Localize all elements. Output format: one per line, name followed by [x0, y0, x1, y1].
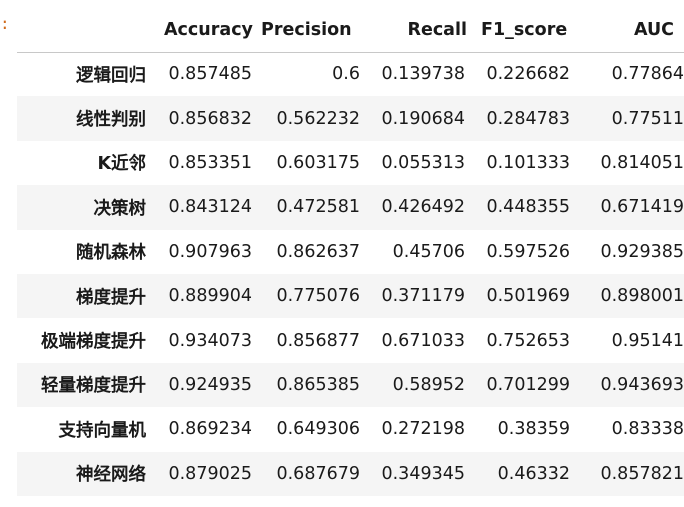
- row-label: 逻辑回归: [76, 65, 146, 86]
- cell-accuracy: 0.907963: [168, 241, 252, 262]
- cell-accuracy: 0.934073: [168, 330, 252, 351]
- cell-auc: 0.671419: [600, 197, 684, 218]
- cell-precision: 0.775076: [276, 286, 360, 307]
- cell-recall: 0.055313: [381, 152, 465, 173]
- cell-auc: 0.77511: [611, 108, 684, 129]
- cell-accuracy: 0.857485: [168, 64, 252, 85]
- cell-f1-score: 0.597526: [486, 241, 570, 262]
- table-row: 随机森林 0.907963 0.862637 0.45706 0.597526 …: [17, 230, 684, 274]
- output-prompt-marker: :: [0, 14, 10, 33]
- metrics-dataframe: Accuracy Precision Recall F1_score AUC 逻…: [17, 8, 684, 496]
- table-row: 梯度提升 0.889904 0.775076 0.371179 0.501969…: [17, 273, 684, 319]
- row-label: 轻量梯度提升: [41, 376, 146, 397]
- cell-f1-score: 0.701299: [486, 374, 570, 395]
- cell-recall: 0.139738: [381, 64, 465, 85]
- cell-accuracy: 0.879025: [168, 463, 252, 484]
- row-label: 决策树: [93, 198, 147, 219]
- cell-precision: 0.687679: [276, 463, 360, 484]
- cell-accuracy: 0.853351: [168, 152, 252, 173]
- row-label: 极端梯度提升: [41, 332, 146, 353]
- cell-precision: 0.472581: [276, 197, 360, 218]
- row-label: 随机森林: [76, 243, 146, 264]
- column-header-accuracy: Accuracy: [156, 8, 254, 53]
- cell-f1-score: 0.501969: [486, 286, 570, 307]
- table-row: 神经网络 0.879025 0.687679 0.349345 0.46332 …: [17, 451, 684, 496]
- cell-accuracy: 0.869234: [168, 419, 252, 440]
- cell-precision: 0.649306: [276, 419, 360, 440]
- cell-recall: 0.272198: [381, 419, 465, 440]
- index-header: [17, 8, 156, 53]
- cell-f1-score: 0.46332: [497, 463, 570, 484]
- cell-auc: 0.898001: [600, 286, 684, 307]
- cell-accuracy: 0.843124: [168, 197, 252, 218]
- cell-auc: 0.83338: [611, 419, 684, 440]
- cell-precision: 0.562232: [276, 108, 360, 129]
- column-header-precision: Precision: [254, 8, 362, 53]
- cell-recall: 0.349345: [381, 463, 465, 484]
- cell-accuracy: 0.856832: [168, 108, 252, 129]
- row-label: 梯度提升: [76, 287, 146, 308]
- table-row: 决策树 0.843124 0.472581 0.426492 0.448355 …: [17, 185, 684, 230]
- cell-recall: 0.671033: [381, 330, 465, 351]
- cell-accuracy: 0.924935: [168, 374, 252, 395]
- table-row: 轻量梯度提升 0.924935 0.865385 0.58952 0.70129…: [17, 362, 684, 408]
- cell-f1-score: 0.752653: [486, 330, 570, 351]
- cell-f1-score: 0.448355: [486, 197, 570, 218]
- cell-precision: 0.865385: [276, 374, 360, 395]
- table-row: 极端梯度提升 0.934073 0.856877 0.671033 0.7526…: [17, 318, 684, 362]
- cell-precision: 0.856877: [276, 330, 360, 351]
- cell-f1-score: 0.101333: [486, 152, 570, 173]
- cell-recall: 0.426492: [381, 197, 465, 218]
- row-label: 神经网络: [76, 465, 146, 486]
- cell-auc: 0.943693: [600, 374, 684, 395]
- cell-recall: 0.190684: [381, 108, 465, 129]
- table-row: 线性判别 0.856832 0.562232 0.190684 0.284783…: [17, 96, 684, 141]
- table-row: K近邻 0.853351 0.603175 0.055313 0.101333 …: [17, 141, 684, 185]
- cell-accuracy: 0.889904: [168, 286, 252, 307]
- cell-precision: 0.603175: [276, 152, 360, 173]
- table-row: 支持向量机 0.869234 0.649306 0.272198 0.38359…: [17, 407, 684, 451]
- cell-recall: 0.371179: [381, 286, 465, 307]
- cell-f1-score: 0.38359: [497, 419, 570, 440]
- cell-auc: 0.929385: [600, 241, 684, 262]
- row-label: K近邻: [97, 154, 146, 175]
- row-label: 线性判别: [76, 110, 146, 131]
- header-row: Accuracy Precision Recall F1_score AUC: [17, 8, 684, 53]
- cell-recall: 0.45706: [392, 241, 465, 262]
- cell-auc: 0.857821: [600, 463, 684, 484]
- cell-f1-score: 0.284783: [486, 108, 570, 129]
- row-label: 支持向量机: [58, 420, 147, 441]
- column-header-f1-score: F1_score: [467, 8, 572, 53]
- cell-f1-score: 0.226682: [486, 64, 570, 85]
- column-header-recall: Recall: [362, 8, 467, 53]
- cell-auc: 0.95141: [611, 330, 684, 351]
- table-row: 逻辑回归 0.857485 0.6 0.139738 0.226682 0.77…: [17, 52, 684, 96]
- cell-auc: 0.77864: [611, 64, 684, 85]
- cell-auc: 0.814051: [600, 152, 684, 173]
- cell-precision: 0.862637: [276, 241, 360, 262]
- column-header-auc: AUC: [572, 8, 684, 53]
- cell-precision: 0.6: [332, 64, 360, 85]
- cell-recall: 0.58952: [392, 374, 465, 395]
